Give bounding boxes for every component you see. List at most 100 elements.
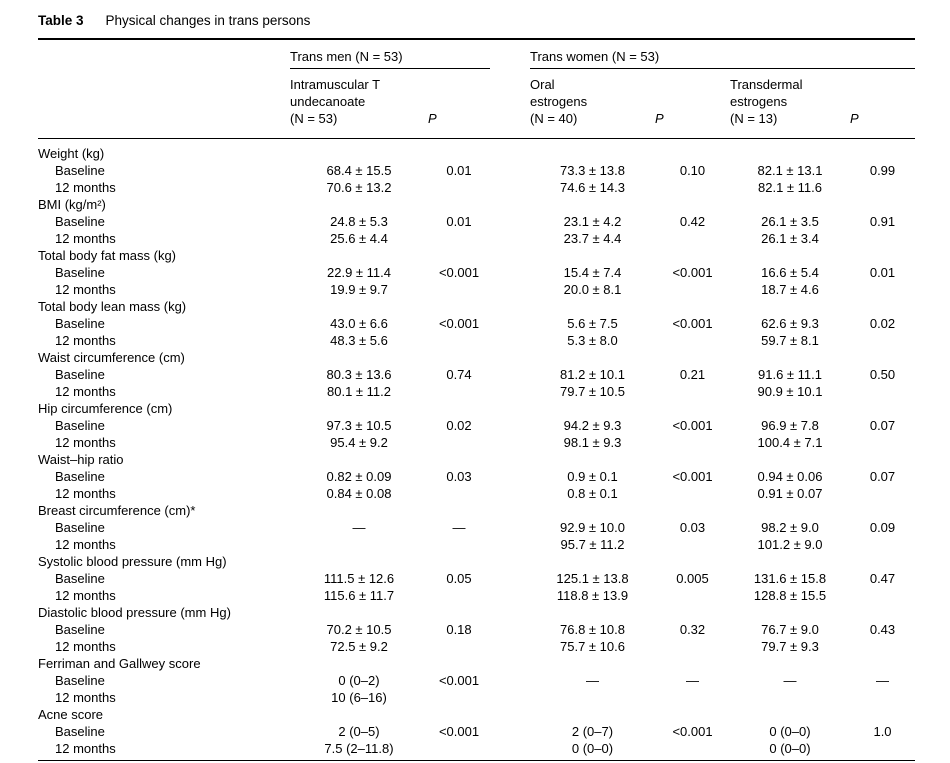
data-row: Baseline 68.4 ± 15.5 0.01 73.3 ± 13.8 0.10 82… — [38, 162, 915, 179]
value-cell — [290, 536, 428, 553]
value-cell: — — [783, 673, 797, 688]
column-spacer — [490, 485, 530, 502]
p-value-cell — [850, 281, 915, 298]
p-value-cell: <0.001 — [438, 265, 480, 280]
value-cell: 81.2 ± 10.1 — [560, 367, 625, 382]
measure-group-label: Systolic blood pressure (mm Hg) — [38, 554, 227, 569]
value-cell: 96.9 ± 7.8 — [761, 418, 819, 433]
timepoint-label: 12 months — [55, 588, 116, 603]
measure-group-label: Hip circumference (cm) — [38, 401, 173, 416]
value-cell: 0.94 ± 0.06 — [757, 469, 823, 484]
p-value-cell — [655, 179, 730, 196]
p-value-cell: 0.32 — [679, 622, 706, 637]
column-spacer — [490, 315, 530, 332]
measure-group-label: Waist–hip ratio — [38, 452, 124, 467]
p-value-cell: 0.18 — [446, 622, 472, 637]
value-cell: 92.9 ± 10.0 — [560, 520, 625, 535]
value-cell: 91.6 ± 11.1 — [758, 367, 822, 382]
column-spacer — [490, 162, 530, 179]
p-value-cell — [655, 230, 730, 247]
value-cell: 82.1 ± 13.1 — [757, 163, 823, 178]
value-cell: 0 (0–2) — [338, 673, 380, 688]
p-value-cell: <0.001 — [438, 316, 480, 331]
p-value-cell: 0.01 — [446, 214, 472, 229]
p-value-cell — [850, 689, 915, 706]
p-value-cell: — — [452, 520, 466, 535]
table-caption: Table 3 Physical changes in trans persons — [38, 8, 915, 38]
p-value-cell — [655, 281, 730, 298]
measure-group-row: Total body fat mass (kg) — [38, 247, 915, 264]
timepoint-label: 12 months — [55, 690, 116, 705]
value-cell: 16.6 ± 5.4 — [761, 265, 819, 280]
measure-group-row: Breast circumference (cm)* — [38, 502, 915, 519]
value-cell: 131.6 ± 15.8 — [753, 571, 827, 586]
p-value-cell — [655, 587, 730, 604]
column-spacer — [490, 570, 530, 587]
timepoint-label: 12 months — [55, 537, 116, 552]
value-cell: 26.1 ± 3.5 — [761, 214, 819, 229]
p-value-cell: <0.001 — [672, 469, 713, 484]
p-value-column-header: P — [850, 68, 916, 139]
value-cell: — — [586, 673, 599, 688]
measure-group-row: BMI (kg/m²) — [38, 196, 915, 213]
value-cell: 22.9 ± 11.4 — [327, 265, 391, 280]
value-cell: 0 (0–0) — [769, 741, 811, 756]
p-value-cell — [850, 536, 915, 553]
value-cell: 101.2 ± 9.0 — [757, 537, 823, 552]
measure-group-row: Total body lean mass (kg) — [38, 298, 915, 315]
p-value-cell — [428, 536, 490, 553]
p-value-cell — [428, 638, 490, 655]
data-row: Baseline 97.3 ± 10.5 0.02 94.2 ± 9.3 <0.001 9… — [38, 417, 915, 434]
value-cell: 26.1 ± 3.4 — [761, 231, 819, 246]
timepoint-label: Baseline — [55, 163, 105, 178]
data-row: Baseline — — 92.9 ± 10.0 0.03 98.2 ± 9.0 0.09 — [38, 519, 915, 536]
row-label-column-header — [38, 40, 290, 69]
value-cell: 0.9 ± 0.1 — [567, 469, 618, 484]
column-spacer — [490, 536, 530, 553]
p-value-cell: 0.42 — [679, 214, 706, 229]
group-gap — [490, 40, 530, 69]
column-spacer — [490, 332, 530, 349]
p-value-cell — [850, 587, 915, 604]
column-spacer — [490, 213, 530, 230]
measure-group-label: Waist circumference (cm) — [38, 350, 185, 365]
p-value-cell: 0.01 — [869, 265, 896, 280]
p-value-cell — [850, 638, 915, 655]
column-spacer — [490, 519, 530, 536]
p-value-cell — [428, 179, 490, 196]
p-value-cell: 0.21 — [679, 367, 706, 382]
column-spacer — [490, 740, 530, 757]
value-cell: 115.6 ± 11.7 — [323, 588, 395, 603]
p-value-cell — [850, 383, 915, 400]
timepoint-label: 12 months — [55, 282, 116, 297]
data-row: 12 months 0.84 ± 0.08 0.8 ± 0.1 0.91 ± 0.07 — [38, 485, 915, 502]
timepoint-label: Baseline — [55, 673, 105, 688]
data-row: 12 months 70.6 ± 13.2 74.6 ± 14.3 82.1 ± 11… — [38, 179, 915, 196]
value-cell: 82.1 ± 11.6 — [758, 180, 822, 195]
timepoint-label: Baseline — [55, 367, 105, 382]
measure-group-label: Total body fat mass (kg) — [38, 248, 176, 263]
value-cell: 74.6 ± 14.3 — [560, 180, 625, 195]
data-row: 12 months 48.3 ± 5.6 5.3 ± 8.0 59.7 ± 8.1 — [38, 332, 915, 349]
measure-group-row: Ferriman and Gallwey score — [38, 655, 915, 672]
measure-group-row: Hip circumference (cm) — [38, 400, 915, 417]
timepoint-label: Baseline — [55, 214, 105, 229]
column-spacer — [490, 723, 530, 740]
value-cell: 70.6 ± 13.2 — [326, 180, 392, 195]
p-value-cell: <0.001 — [438, 673, 480, 688]
timepoint-label: 12 months — [55, 435, 116, 450]
measure-group-row: Waist–hip ratio — [38, 451, 915, 468]
measure-group-row: Systolic blood pressure (mm Hg) — [38, 553, 915, 570]
value-cell: 100.4 ± 7.1 — [757, 435, 823, 450]
p-value-cell: — — [686, 673, 699, 688]
p-value-cell: 0.07 — [869, 469, 896, 484]
p-value-cell: <0.001 — [672, 316, 713, 331]
p-value-cell: 0.03 — [446, 469, 472, 484]
value-cell: 72.5 ± 9.2 — [330, 639, 388, 654]
p-value-cell: 0.99 — [869, 163, 896, 178]
p-value-cell: 0.03 — [679, 520, 706, 535]
p-value-cell — [428, 281, 490, 298]
table-header: Trans men (N = 53) Trans women (N = 53) … — [38, 40, 916, 139]
transdermal-estrogens-column-header: Transdermal estrogens (N = 13) — [730, 68, 850, 139]
value-cell: 111.5 ± 12.6 — [323, 571, 395, 586]
